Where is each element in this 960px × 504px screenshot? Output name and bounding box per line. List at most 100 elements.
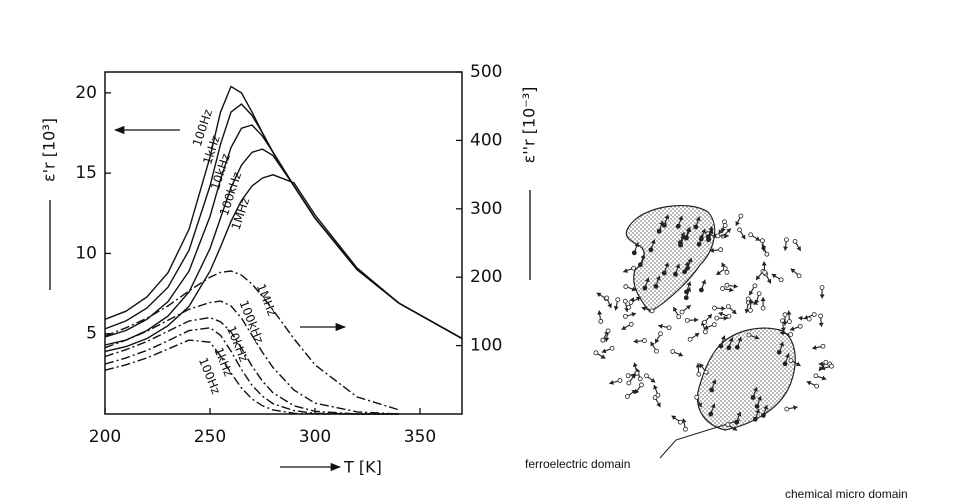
y-tick-label: 5 — [86, 324, 97, 344]
dipole — [693, 216, 701, 230]
dipole — [621, 321, 634, 331]
dipole-tail — [760, 238, 765, 244]
dipole-tail — [760, 412, 766, 418]
dipole — [695, 363, 702, 377]
dipole — [725, 304, 737, 315]
dipole-tail — [829, 363, 834, 369]
dipole-tail — [703, 369, 709, 375]
dipole-head — [653, 384, 658, 390]
dipole-head — [650, 341, 655, 347]
dipole — [737, 227, 746, 240]
dipole-head — [694, 317, 699, 323]
dipole-head — [621, 325, 627, 330]
dipole — [782, 353, 790, 367]
dipole — [670, 349, 684, 357]
x-tick-label: 200 — [89, 427, 121, 447]
dipole-tail — [622, 313, 628, 319]
dipole — [717, 223, 728, 235]
dipole-head — [694, 333, 700, 338]
dipole — [623, 284, 637, 292]
dipole — [687, 332, 700, 342]
dipole-head — [632, 362, 638, 368]
dipole-tail — [752, 416, 758, 422]
dipole-head — [780, 327, 786, 332]
dipole-tail — [593, 350, 599, 356]
dipole-head — [754, 299, 760, 305]
dipole-tail — [661, 270, 667, 276]
dipole — [631, 242, 640, 256]
dipole-head — [737, 336, 743, 342]
dipole-tail — [750, 395, 756, 400]
dipole — [677, 232, 686, 245]
dipole — [633, 338, 647, 344]
dipole-head — [631, 312, 636, 317]
dipole — [593, 350, 606, 359]
dipole-head — [708, 228, 714, 234]
dipole-tail — [702, 319, 707, 325]
y2-axis-label: ε''r [10⁻³] — [520, 87, 539, 164]
dipole-tail — [626, 304, 632, 310]
dipole-head — [718, 229, 723, 235]
dipole-tail — [788, 358, 794, 363]
dipole — [771, 273, 784, 283]
dipole-head — [732, 426, 738, 431]
dipole-tail — [642, 285, 648, 291]
dipole-head — [753, 387, 758, 392]
dipole-head — [716, 270, 721, 275]
dipole — [654, 331, 663, 344]
data-line — [104, 148, 463, 346]
dipole — [706, 228, 714, 242]
dipole-head — [631, 286, 637, 292]
dipole-head — [655, 275, 661, 281]
dipole-head — [723, 315, 728, 321]
dipole-tail — [814, 383, 820, 389]
dipole-head — [796, 246, 801, 251]
dipole-head — [718, 311, 724, 317]
dipole-tail — [712, 305, 717, 311]
dipole — [604, 328, 611, 342]
data-line — [104, 300, 400, 415]
dipole — [724, 282, 738, 289]
dipole — [609, 378, 623, 385]
data-line — [104, 270, 400, 411]
dipole-head — [678, 351, 683, 357]
dipole-tail — [718, 247, 724, 253]
dipole-tail — [708, 411, 714, 417]
dipole-head — [793, 405, 798, 411]
dipole-head — [680, 232, 686, 237]
dipole-head — [656, 402, 661, 408]
dipole-head — [709, 247, 714, 253]
dipole-tail — [726, 313, 732, 319]
dipole-head — [675, 263, 681, 269]
dipole-tail — [615, 297, 621, 303]
dipole-head — [755, 236, 760, 241]
dipole — [790, 268, 802, 279]
y2-tick-label: 300 — [470, 199, 502, 219]
dipole — [613, 297, 621, 311]
dipole — [734, 336, 743, 350]
dipole-tail — [698, 287, 704, 293]
dipole-head — [695, 216, 701, 222]
dipole-head — [720, 335, 726, 341]
dipole-head — [783, 246, 789, 251]
dipole-tail — [617, 378, 623, 383]
dipole-tail — [656, 228, 662, 234]
dipole-head — [630, 374, 636, 379]
dipole-tail — [675, 223, 681, 229]
dipole — [661, 214, 670, 228]
dipole-tail — [631, 250, 637, 256]
dipole-tail — [734, 419, 739, 425]
dipole-head — [818, 322, 824, 327]
dipole — [632, 362, 640, 376]
dipole-tail — [813, 373, 819, 379]
dipole-head — [640, 254, 646, 259]
dipole-head — [678, 215, 684, 221]
dipole-head — [701, 279, 707, 285]
dipole — [637, 254, 646, 268]
dipole-head — [687, 257, 693, 263]
dipole-tail — [653, 283, 659, 289]
dipole-head — [686, 287, 692, 292]
dipole-head — [795, 361, 801, 367]
dipole — [626, 373, 636, 386]
dipole-tail — [748, 232, 754, 238]
